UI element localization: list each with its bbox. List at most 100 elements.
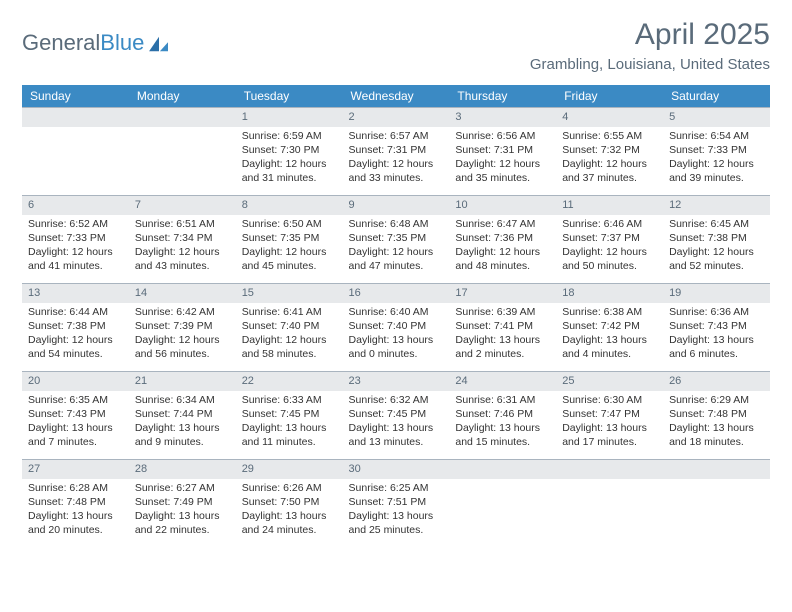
day-number: 3 [449,107,556,127]
day-body: Sunrise: 6:31 AMSunset: 7:46 PMDaylight:… [449,391,556,456]
sunset-text: Sunset: 7:40 PM [242,319,337,333]
daylight-line1: Daylight: 12 hours [349,157,444,171]
calendar-cell: 23Sunrise: 6:32 AMSunset: 7:45 PMDayligh… [343,371,450,459]
day-number: 26 [663,371,770,391]
day-body: Sunrise: 6:36 AMSunset: 7:43 PMDaylight:… [663,303,770,368]
day-body: Sunrise: 6:48 AMSunset: 7:35 PMDaylight:… [343,215,450,280]
sunrise-text: Sunrise: 6:55 AM [562,129,657,143]
logo: GeneralBlue [22,30,170,56]
daylight-line2: and 4 minutes. [562,347,657,361]
day-body: Sunrise: 6:34 AMSunset: 7:44 PMDaylight:… [129,391,236,456]
calendar-cell: 18Sunrise: 6:38 AMSunset: 7:42 PMDayligh… [556,283,663,371]
day-number: 14 [129,283,236,303]
day-number: 17 [449,283,556,303]
day-body: Sunrise: 6:44 AMSunset: 7:38 PMDaylight:… [22,303,129,368]
sunrise-text: Sunrise: 6:48 AM [349,217,444,231]
location: Grambling, Louisiana, United States [530,56,770,73]
calendar-cell: 22Sunrise: 6:33 AMSunset: 7:45 PMDayligh… [236,371,343,459]
sunset-text: Sunset: 7:40 PM [349,319,444,333]
daylight-line1: Daylight: 12 hours [562,157,657,171]
sunset-text: Sunset: 7:30 PM [242,143,337,157]
daylight-line1: Daylight: 13 hours [28,509,123,523]
sunset-text: Sunset: 7:39 PM [135,319,230,333]
day-number: 23 [343,371,450,391]
daylight-line1: Daylight: 12 hours [28,333,123,347]
daylight-line2: and 18 minutes. [669,435,764,449]
daylight-line1: Daylight: 13 hours [455,421,550,435]
sunset-text: Sunset: 7:50 PM [242,495,337,509]
calendar-cell: 4Sunrise: 6:55 AMSunset: 7:32 PMDaylight… [556,107,663,195]
weekday-header: Sunday [22,85,129,107]
sunrise-text: Sunrise: 6:36 AM [669,305,764,319]
day-number: 21 [129,371,236,391]
daylight-line1: Daylight: 12 hours [135,245,230,259]
day-number: 24 [449,371,556,391]
sunrise-text: Sunrise: 6:38 AM [562,305,657,319]
calendar-cell: 5Sunrise: 6:54 AMSunset: 7:33 PMDaylight… [663,107,770,195]
daylight-line1: Daylight: 13 hours [28,421,123,435]
daylight-line1: Daylight: 13 hours [562,333,657,347]
sunrise-text: Sunrise: 6:54 AM [669,129,764,143]
day-number: 1 [236,107,343,127]
weekday-header: Tuesday [236,85,343,107]
sunset-text: Sunset: 7:43 PM [669,319,764,333]
logo-sail-icon [148,35,170,53]
day-number: 15 [236,283,343,303]
calendar-cell: 6Sunrise: 6:52 AMSunset: 7:33 PMDaylight… [22,195,129,283]
daylight-line2: and 48 minutes. [455,259,550,273]
calendar-cell: 19Sunrise: 6:36 AMSunset: 7:43 PMDayligh… [663,283,770,371]
day-body: Sunrise: 6:32 AMSunset: 7:45 PMDaylight:… [343,391,450,456]
day-number: 5 [663,107,770,127]
day-body: Sunrise: 6:57 AMSunset: 7:31 PMDaylight:… [343,127,450,192]
sunrise-text: Sunrise: 6:56 AM [455,129,550,143]
calendar-cell: 11Sunrise: 6:46 AMSunset: 7:37 PMDayligh… [556,195,663,283]
month-title: April 2025 [530,18,770,52]
day-number: 30 [343,459,450,479]
sunset-text: Sunset: 7:37 PM [562,231,657,245]
sunrise-text: Sunrise: 6:46 AM [562,217,657,231]
sunrise-text: Sunrise: 6:41 AM [242,305,337,319]
sunset-text: Sunset: 7:35 PM [242,231,337,245]
sunset-text: Sunset: 7:49 PM [135,495,230,509]
calendar-cell [556,459,663,547]
calendar-cell: 27Sunrise: 6:28 AMSunset: 7:48 PMDayligh… [22,459,129,547]
calendar-cell: 14Sunrise: 6:42 AMSunset: 7:39 PMDayligh… [129,283,236,371]
day-body: Sunrise: 6:47 AMSunset: 7:36 PMDaylight:… [449,215,556,280]
day-number: 25 [556,371,663,391]
sunset-text: Sunset: 7:51 PM [349,495,444,509]
sunrise-text: Sunrise: 6:51 AM [135,217,230,231]
daylight-line2: and 17 minutes. [562,435,657,449]
day-body: Sunrise: 6:40 AMSunset: 7:40 PMDaylight:… [343,303,450,368]
day-body: Sunrise: 6:46 AMSunset: 7:37 PMDaylight:… [556,215,663,280]
sunrise-text: Sunrise: 6:52 AM [28,217,123,231]
calendar-row: 27Sunrise: 6:28 AMSunset: 7:48 PMDayligh… [22,459,770,547]
calendar-cell: 28Sunrise: 6:27 AMSunset: 7:49 PMDayligh… [129,459,236,547]
day-body: Sunrise: 6:41 AMSunset: 7:40 PMDaylight:… [236,303,343,368]
calendar-cell: 29Sunrise: 6:26 AMSunset: 7:50 PMDayligh… [236,459,343,547]
daylight-line1: Daylight: 13 hours [242,509,337,523]
day-number: 9 [343,195,450,215]
calendar-cell: 9Sunrise: 6:48 AMSunset: 7:35 PMDaylight… [343,195,450,283]
calendar-row: 1Sunrise: 6:59 AMSunset: 7:30 PMDaylight… [22,107,770,195]
day-number: 29 [236,459,343,479]
daylight-line1: Daylight: 12 hours [669,157,764,171]
calendar-cell: 20Sunrise: 6:35 AMSunset: 7:43 PMDayligh… [22,371,129,459]
day-body: Sunrise: 6:55 AMSunset: 7:32 PMDaylight:… [556,127,663,192]
daylight-line2: and 37 minutes. [562,171,657,185]
sunset-text: Sunset: 7:31 PM [455,143,550,157]
daylight-line1: Daylight: 13 hours [455,333,550,347]
daylight-line2: and 25 minutes. [349,523,444,537]
daylight-line2: and 47 minutes. [349,259,444,273]
sunrise-text: Sunrise: 6:57 AM [349,129,444,143]
day-body: Sunrise: 6:51 AMSunset: 7:34 PMDaylight:… [129,215,236,280]
weekday-header: Friday [556,85,663,107]
sunrise-text: Sunrise: 6:34 AM [135,393,230,407]
calendar-cell: 26Sunrise: 6:29 AMSunset: 7:48 PMDayligh… [663,371,770,459]
calendar-cell: 12Sunrise: 6:45 AMSunset: 7:38 PMDayligh… [663,195,770,283]
day-body: Sunrise: 6:28 AMSunset: 7:48 PMDaylight:… [22,479,129,544]
header: GeneralBlue April 2025 Grambling, Louisi… [22,18,770,73]
calendar-row: 13Sunrise: 6:44 AMSunset: 7:38 PMDayligh… [22,283,770,371]
daylight-line2: and 50 minutes. [562,259,657,273]
sunset-text: Sunset: 7:48 PM [28,495,123,509]
daylight-line1: Daylight: 13 hours [242,421,337,435]
